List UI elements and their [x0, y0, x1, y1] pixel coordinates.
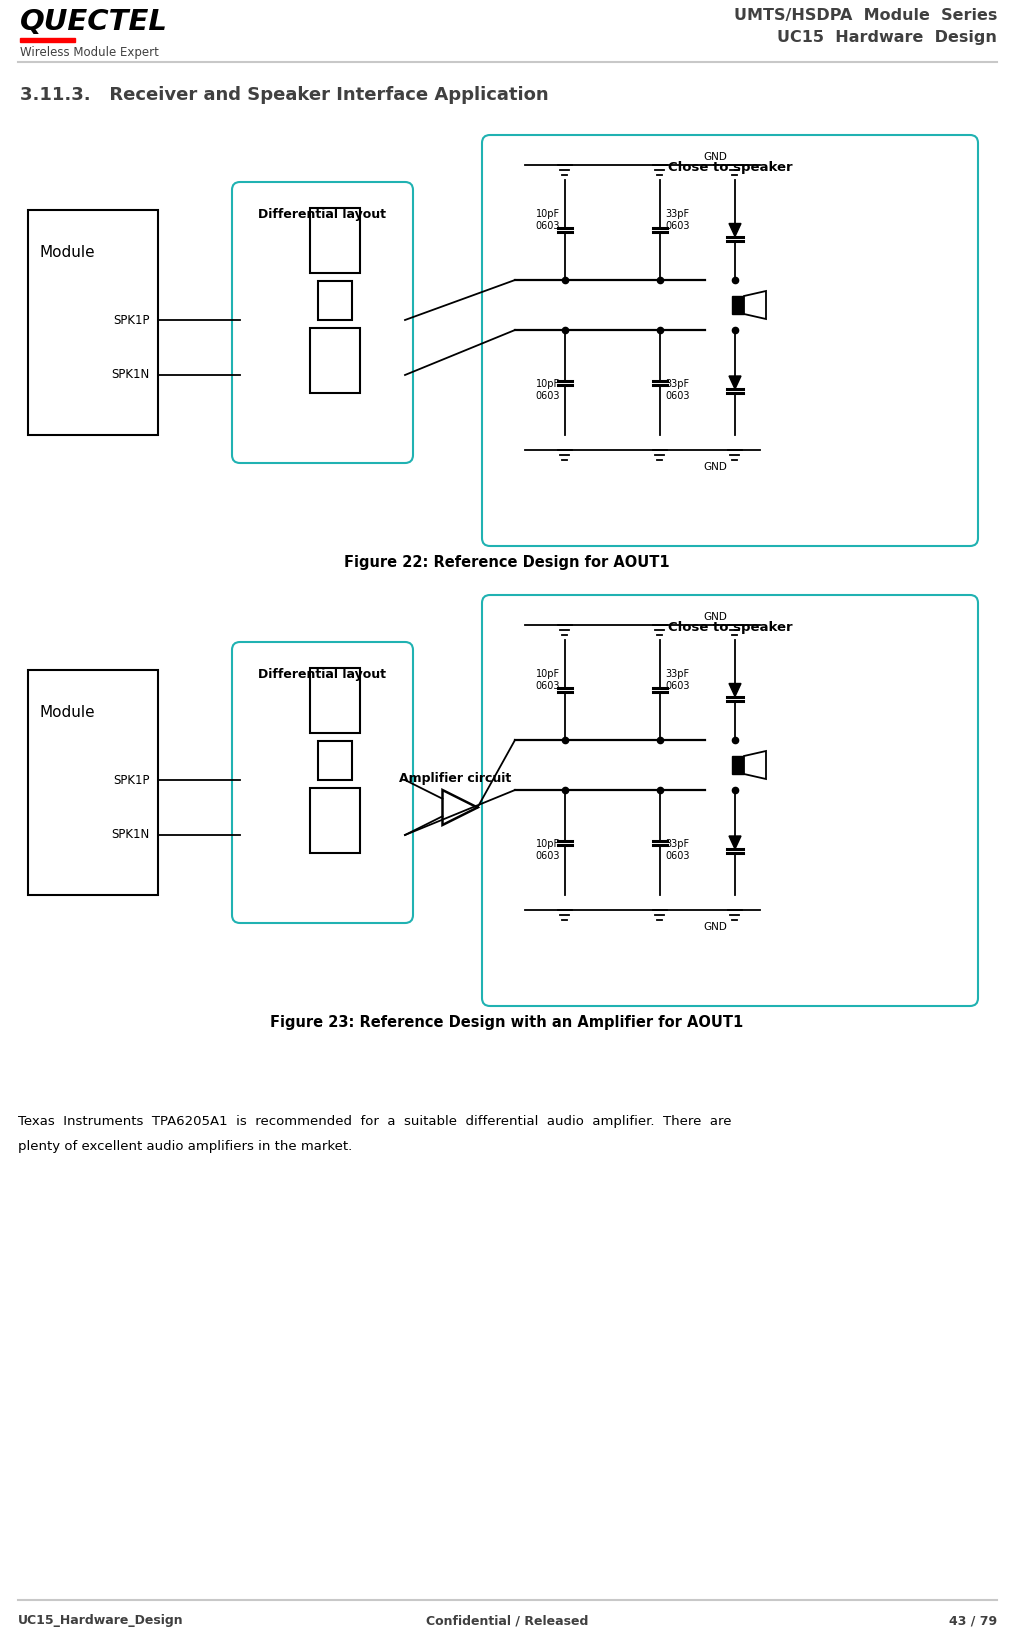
Text: GND: GND	[703, 462, 727, 472]
Bar	[310, 788, 360, 852]
Text: 3.11.3.   Receiver and Speaker Interface Application: 3.11.3. Receiver and Speaker Interface A…	[20, 85, 549, 103]
Text: Module: Module	[40, 244, 95, 261]
Text: Close to speaker: Close to speaker	[668, 161, 793, 174]
Polygon shape	[744, 751, 766, 779]
Text: SPK1P: SPK1P	[114, 313, 150, 326]
Text: 33pF
0603: 33pF 0603	[665, 839, 689, 860]
Text: Differential layout: Differential layout	[259, 669, 387, 680]
Polygon shape	[729, 683, 741, 697]
Text: 10pF
0603: 10pF 0603	[536, 669, 560, 692]
Text: 10pF
0603: 10pF 0603	[536, 208, 560, 231]
Polygon shape	[443, 790, 477, 824]
Text: Confidential / Released: Confidential / Released	[426, 1614, 588, 1628]
Polygon shape	[729, 375, 741, 388]
Text: Module: Module	[40, 705, 95, 720]
Bar	[28, 210, 158, 434]
Bar	[310, 208, 360, 274]
Text: 10pF
0603: 10pF 0603	[536, 839, 560, 860]
Text: GND: GND	[703, 152, 727, 162]
Text: Amplifier circuit: Amplifier circuit	[399, 772, 512, 785]
Bar	[310, 669, 360, 733]
Text: GND: GND	[703, 923, 727, 933]
Text: UMTS/HSDPA  Module  Series: UMTS/HSDPA Module Series	[734, 8, 997, 23]
Polygon shape	[744, 292, 766, 320]
Text: plenty of excellent audio amplifiers in the market.: plenty of excellent audio amplifiers in …	[18, 1141, 352, 1152]
Text: Figure 22: Reference Design for AOUT1: Figure 22: Reference Design for AOUT1	[344, 556, 670, 570]
Text: QUECTEL: QUECTEL	[20, 8, 167, 36]
Text: Texas  Instruments  TPA6205A1  is  recommended  for  a  suitable  differential  : Texas Instruments TPA6205A1 is recommend…	[18, 1115, 732, 1128]
Text: Wireless Module Expert: Wireless Module Expert	[20, 46, 159, 59]
Text: Close to speaker: Close to speaker	[668, 621, 793, 634]
Text: 10pF
0603: 10pF 0603	[536, 379, 560, 402]
Text: Figure 23: Reference Design with an Amplifier for AOUT1: Figure 23: Reference Design with an Ampl…	[270, 1015, 744, 1029]
Polygon shape	[729, 223, 741, 236]
Text: 43 / 79: 43 / 79	[949, 1614, 997, 1628]
Polygon shape	[729, 836, 741, 849]
Text: SPK1P: SPK1P	[114, 774, 150, 787]
Text: 33pF
0603: 33pF 0603	[665, 669, 689, 692]
Text: UC15  Hardware  Design: UC15 Hardware Design	[777, 30, 997, 44]
Text: SPK1N: SPK1N	[112, 369, 150, 382]
Text: 33pF
0603: 33pF 0603	[665, 379, 689, 402]
Bar	[732, 756, 744, 774]
Text: SPK1N: SPK1N	[112, 828, 150, 841]
Text: 33pF
0603: 33pF 0603	[665, 208, 689, 231]
Text: UC15_Hardware_Design: UC15_Hardware_Design	[18, 1614, 184, 1628]
Bar	[310, 328, 360, 393]
Bar	[20, 38, 75, 43]
Text: GND: GND	[703, 611, 727, 621]
Bar	[318, 741, 352, 780]
Bar	[318, 280, 352, 320]
Bar	[28, 670, 158, 895]
Bar	[732, 297, 744, 315]
Text: Differential layout: Differential layout	[259, 208, 387, 221]
